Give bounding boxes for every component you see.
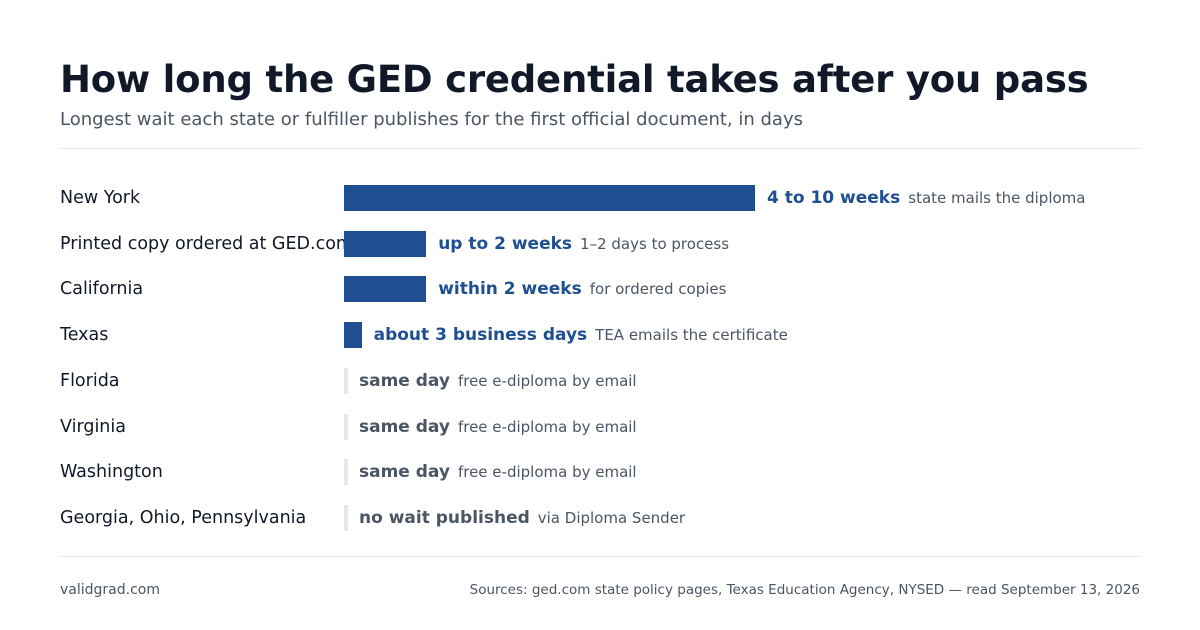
bar-row: Florida same day free e-diploma by email — [0, 358, 1200, 404]
category-label: Virginia — [60, 416, 126, 437]
chart-subtitle: Longest wait each state or fulfiller pub… — [60, 109, 803, 130]
value-note: via Diploma Sender — [537, 508, 686, 527]
value-label: 4 to 10 weeks — [767, 188, 901, 208]
category-label: California — [60, 279, 144, 300]
value-label: same day — [359, 462, 450, 483]
bar-row: Texas about 3 business days TEA emails the… — [0, 312, 1200, 358]
value-annotation: 4 to 10 weeks state mails the diploma — [767, 175, 1085, 221]
footer-divider — [60, 556, 1140, 557]
value-annotation: within 2 weeks for ordered copies — [438, 266, 726, 312]
bar-row: Georgia, Ohio, Pennsylvania no wait publi… — [0, 495, 1200, 541]
bar-row: Virginia same day free e-diploma by email — [0, 404, 1200, 450]
value-note: free e-diploma by email — [457, 463, 637, 482]
chart-title: How long the GED credential takes after … — [60, 58, 1089, 101]
bar — [344, 230, 427, 257]
value-label: same day — [359, 416, 450, 437]
value-note: free e-diploma by email — [457, 371, 637, 390]
footer-sources: Sources: ged.com state policy pages, Tex… — [469, 582, 1140, 598]
value-note: 1–2 days to process — [580, 234, 730, 253]
bar — [344, 185, 755, 211]
value-note: state mails the diploma — [908, 189, 1086, 207]
bar-row: Washington same day free e-diploma by emai… — [0, 449, 1200, 495]
zero-marker — [344, 504, 348, 531]
zero-marker — [344, 459, 348, 486]
category-label: Washington — [60, 462, 163, 483]
footer-site: validgrad.com — [60, 582, 160, 598]
category-label: New York — [60, 188, 141, 208]
category-label: Georgia, Ohio, Pennsylvania — [60, 507, 307, 528]
value-annotation: same day free e-diploma by email — [359, 449, 637, 495]
value-annotation: no wait published via Diploma Sender — [359, 495, 685, 541]
bar — [344, 276, 427, 303]
value-label: about 3 business days — [373, 325, 588, 346]
value-label: no wait published — [359, 507, 530, 528]
value-label: within 2 weeks — [438, 279, 582, 300]
value-annotation: about 3 business days TEA emails the cert… — [374, 312, 788, 358]
value-annotation: same day free e-diploma by email — [359, 404, 637, 450]
bar-row: New York 4 to 10 weeks state mails the dip… — [0, 175, 1200, 221]
bar — [344, 322, 362, 349]
value-label: up to 2 weeks — [438, 233, 573, 254]
value-label: same day — [359, 370, 450, 391]
bar-row: California within 2 weeks for ordered copi… — [0, 266, 1200, 312]
value-annotation: same day free e-diploma by email — [359, 358, 637, 404]
value-note: free e-diploma by email — [457, 417, 637, 436]
value-note: for ordered copies — [589, 280, 727, 299]
zero-marker — [344, 367, 348, 394]
category-label: Texas — [60, 325, 109, 346]
bar-row: Printed copy ordered at GED.com up to 2 w… — [0, 221, 1200, 267]
category-label: Florida — [60, 370, 120, 391]
value-annotation: up to 2 weeks 1–2 days to process — [438, 221, 729, 267]
header-divider — [60, 148, 1140, 149]
value-note: TEA emails the certificate — [595, 326, 788, 345]
zero-marker — [344, 413, 348, 440]
category-label: Printed copy ordered at GED.com — [60, 233, 353, 254]
